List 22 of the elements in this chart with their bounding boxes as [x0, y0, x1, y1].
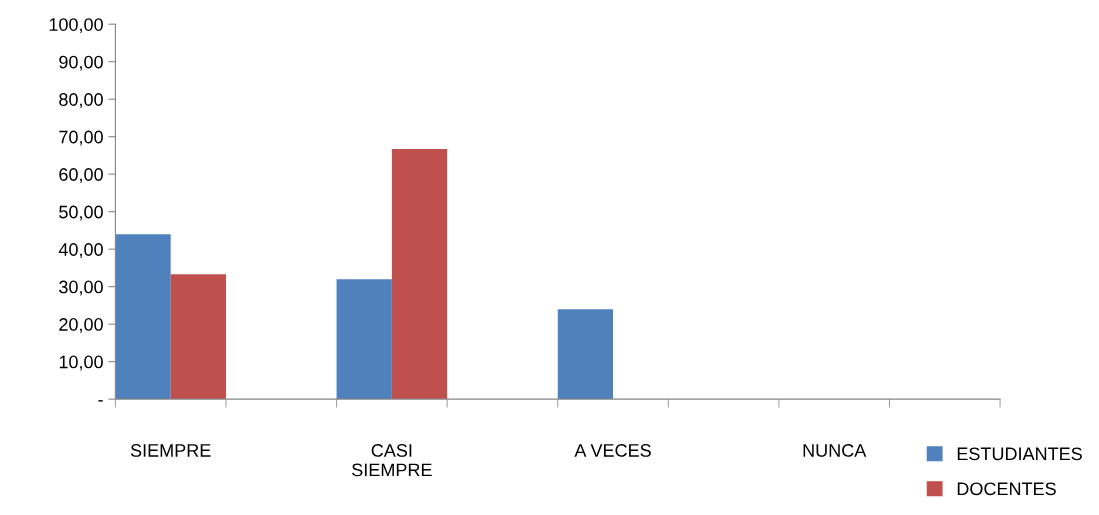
y-tick-label: 70,00 [59, 130, 103, 146]
y-tick-label: - [98, 400, 103, 402]
y-tick-label: 50,00 [59, 205, 103, 221]
y-tick-label: 40,00 [58, 243, 103, 259]
x-tick-label: A VECES [574, 444, 651, 457]
bar [336, 279, 392, 400]
x-tick-label: SIEMPRE [130, 444, 211, 457]
y-tick-label: 20,00 [59, 318, 103, 333]
y-tick-label: 30,00 [59, 280, 103, 296]
x-tick-label: NUNCA [803, 444, 867, 457]
y-tick-label: 100,00 [49, 18, 103, 34]
legend-label: DOCENTES [957, 482, 1056, 496]
y-tick-label: 80,00 [59, 93, 103, 109]
legend-label: ESTUDIANTES [957, 447, 1082, 461]
bar [557, 309, 614, 400]
x-tick-label: CASI SIEMPRE [352, 444, 432, 477]
y-tick-label: 10,00 [59, 355, 103, 371]
bar [391, 149, 448, 400]
y-tick-label: 60,00 [59, 168, 103, 184]
bar [115, 234, 171, 400]
bar [170, 274, 226, 400]
y-tick-label: 90,00 [59, 55, 103, 71]
